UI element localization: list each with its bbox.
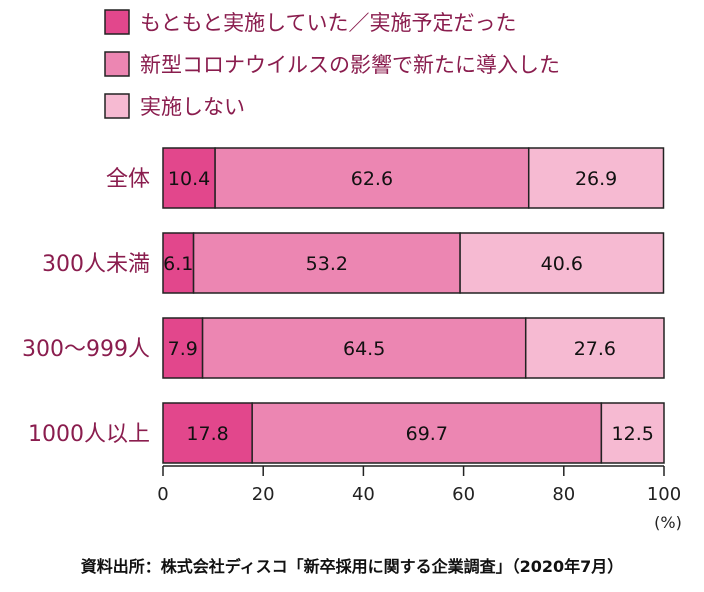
category-label-3: 300〜999人	[22, 337, 150, 362]
bar-segment-3-2	[201, 317, 527, 379]
legend-swatch-1	[104, 9, 130, 35]
bar-segment-2-2	[192, 232, 461, 294]
bar-segment-1-1	[162, 147, 216, 209]
x-tick-label-4: 60	[452, 484, 475, 505]
value-label-1-3: 26.9	[575, 168, 617, 190]
value-label-3-3: 27.6	[574, 338, 616, 360]
x-tick-label-1: 0	[157, 484, 168, 505]
bar-segment-3-3	[524, 317, 665, 379]
x-tick-label-2: 20	[252, 484, 275, 505]
value-label-4-3: 12.5	[612, 423, 654, 445]
bar-segment-4-1	[162, 402, 253, 464]
value-label-1-1: 10.4	[168, 168, 210, 190]
legend-label-2: 新型コロナウイルスの影響で新たに導入した	[140, 53, 560, 77]
bar-segment-4-3	[600, 402, 665, 464]
bar-segment-1-2	[214, 147, 530, 209]
x-axis: 0 20 40 60 80 100	[157, 465, 681, 505]
value-label-1-2: 62.6	[351, 168, 393, 190]
x-axis-unit: (%)	[654, 513, 682, 532]
category-label-1: 全体	[106, 167, 150, 192]
legend: もともと実施していた／実施予定だった新型コロナウイルスの影響で新たに導入した実施…	[104, 9, 560, 119]
legend-swatch-3	[104, 93, 130, 119]
bar-segment-1-3	[527, 147, 665, 209]
category-label-4: 1000人以上	[28, 422, 150, 447]
x-tick-label-6: 100	[647, 484, 681, 505]
value-label-4-1: 17.8	[186, 423, 228, 445]
bar-segment-2-3	[459, 232, 665, 294]
x-tick-label-5: 80	[552, 484, 575, 505]
value-label-3-2: 64.5	[343, 338, 385, 360]
bars: 10.4 62.6 26.9 6.1 53.2 40.6 7.9 64.5 27.6 17.8 69…	[162, 147, 665, 464]
value-label-2-3: 40.6	[541, 253, 583, 275]
category-labels: 全体 300人未満 300〜999人 1000人以上	[22, 167, 150, 447]
value-label-2-2: 53.2	[306, 253, 348, 275]
bar-segment-3-1	[162, 317, 204, 379]
source-note: 資料出所：株式会社ディスコ「新卒採用に関する企業調査」（2020年7月）	[81, 557, 624, 576]
legend-label-1: もともと実施していた／実施予定だった	[140, 11, 517, 35]
legend-swatch-2	[104, 51, 130, 77]
x-tick-label-3: 40	[352, 484, 375, 505]
value-label-2-1: 6.1	[163, 253, 193, 275]
legend-label-3: 実施しない	[140, 95, 245, 119]
value-label-3-1: 7.9	[168, 338, 198, 360]
category-label-2: 300人未満	[42, 252, 150, 277]
value-label-4-2: 69.7	[406, 423, 448, 445]
